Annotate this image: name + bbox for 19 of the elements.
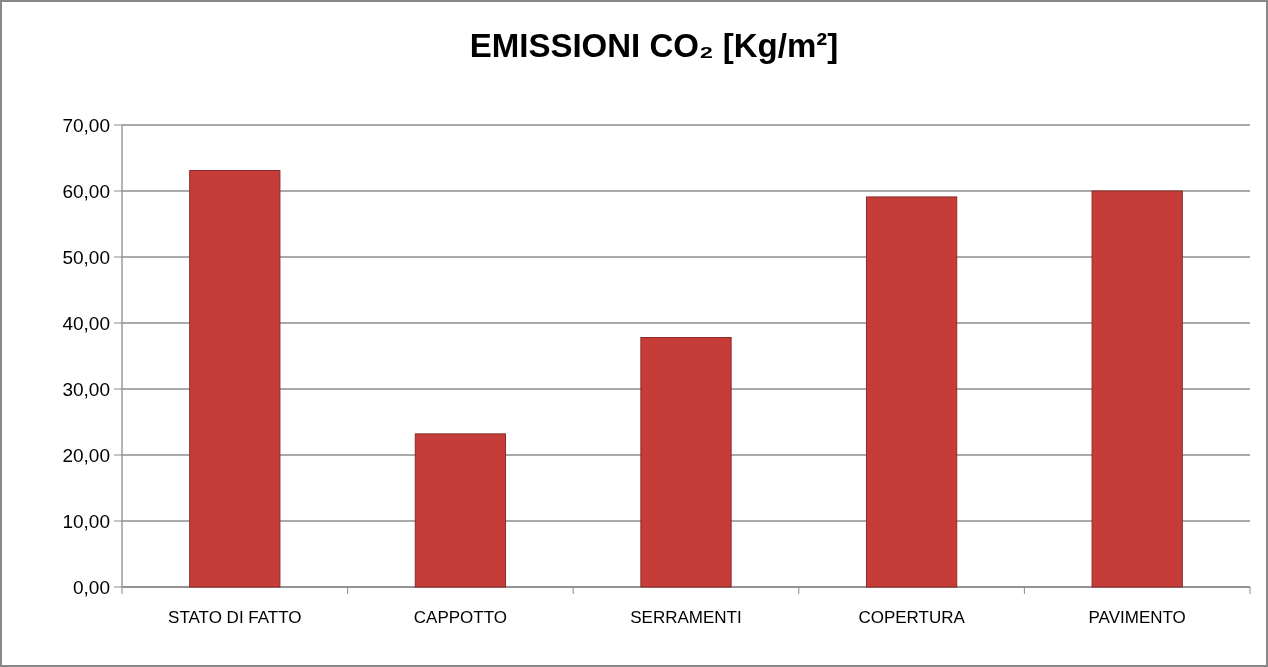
bar bbox=[414, 433, 507, 588]
y-tick-label: 50,00 bbox=[62, 246, 110, 268]
y-tick-label: 20,00 bbox=[62, 444, 110, 466]
bar bbox=[865, 196, 958, 588]
y-tick-label: 10,00 bbox=[62, 510, 110, 532]
bar bbox=[189, 170, 281, 588]
x-tick-label: SERRAMENTI bbox=[630, 608, 742, 627]
x-tick-label: STATO DI FATTO bbox=[168, 608, 302, 627]
x-tick-label: CAPPOTTO bbox=[413, 608, 507, 627]
y-tick-label: 40,00 bbox=[62, 312, 110, 334]
bar bbox=[1091, 190, 1183, 588]
x-tick-label: PAVIMENTO bbox=[1088, 608, 1186, 627]
y-tick-label: 70,00 bbox=[62, 114, 110, 136]
bar bbox=[640, 337, 732, 588]
y-tick-label: 30,00 bbox=[62, 378, 110, 400]
y-tick-label: 60,00 bbox=[62, 180, 110, 202]
chart-title: EMISSIONI CO₂ [Kg/m²] bbox=[469, 27, 839, 64]
y-tick-label: 0,00 bbox=[73, 576, 110, 598]
x-tick-label: COPERTURA bbox=[858, 608, 966, 627]
